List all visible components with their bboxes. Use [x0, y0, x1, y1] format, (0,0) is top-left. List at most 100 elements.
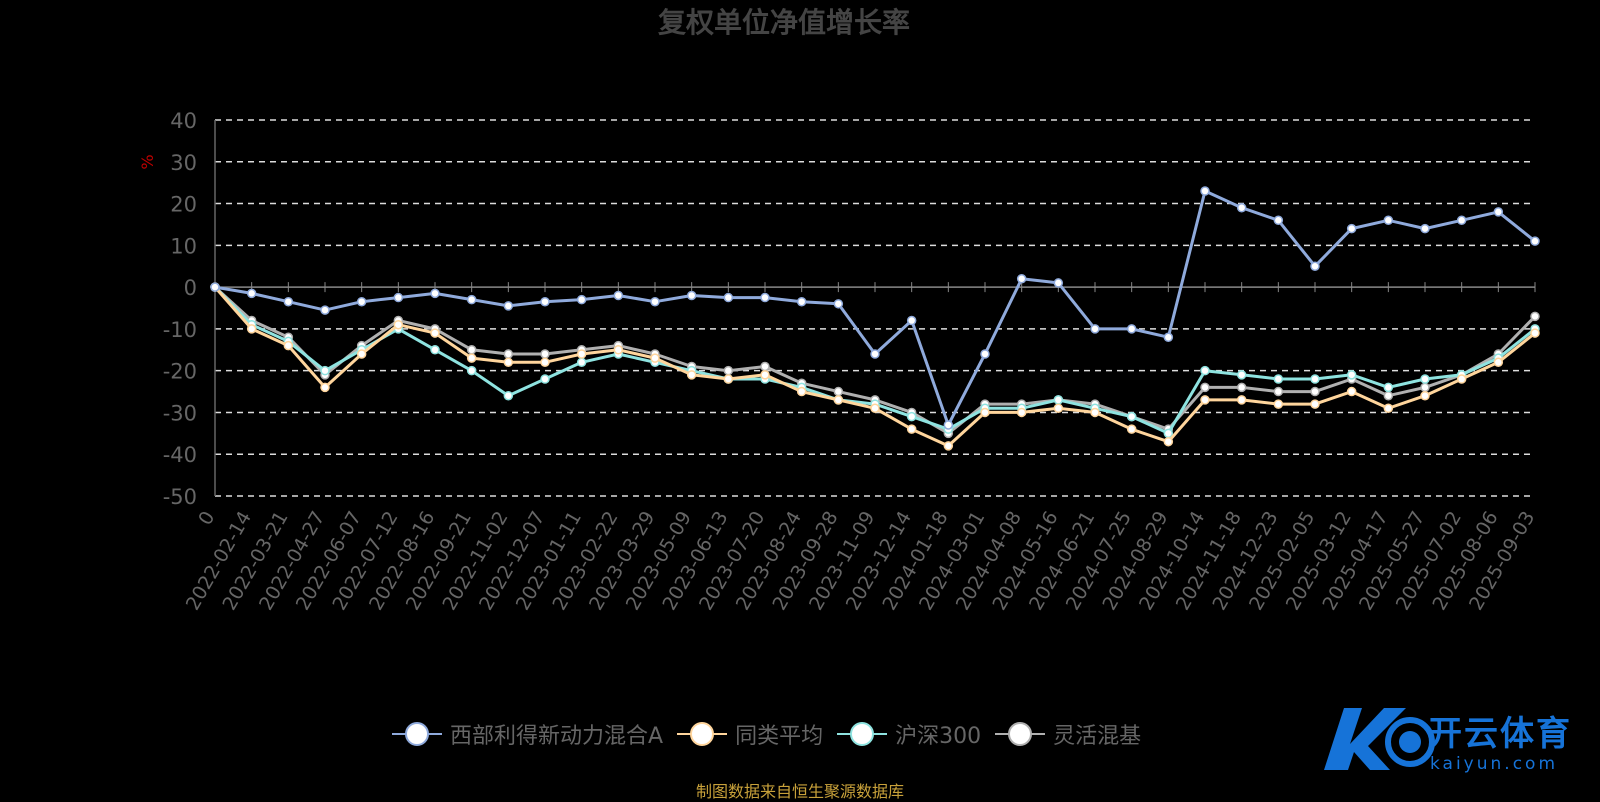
legend-item-fund[interactable]: 西部利得新动力混合A — [392, 718, 663, 750]
data-point — [833, 395, 844, 405]
y-tick-label: -40 — [163, 443, 197, 467]
data-point — [283, 340, 294, 351]
y-tick-label: 0 — [184, 276, 197, 300]
source-note: 制图数据来自恒生聚源数据库 — [695, 782, 904, 801]
x-axis: 02022-02-142022-03-212022-04-272022-06-0… — [182, 120, 1539, 614]
legend-item-flexible-mixed[interactable]: 灵活混基 — [995, 718, 1141, 750]
data-point — [870, 403, 880, 414]
data-point — [503, 349, 514, 359]
data-point — [576, 357, 587, 368]
data-point — [1163, 428, 1174, 439]
data-point — [1200, 395, 1210, 405]
data-point — [686, 290, 697, 301]
x-tick-label: 0 — [194, 508, 219, 529]
y-tick-label: 20 — [170, 193, 197, 217]
data-point — [1530, 236, 1540, 246]
data-point — [430, 345, 440, 355]
data-point — [576, 349, 587, 359]
legend-item-peer-average[interactable]: 同类平均 — [677, 718, 823, 750]
data-point — [1493, 207, 1504, 217]
data-point — [320, 305, 330, 315]
data-point — [1310, 374, 1320, 384]
data-point — [943, 420, 954, 430]
data-point — [1493, 357, 1504, 368]
data-point — [320, 382, 330, 393]
y-tick-label: -20 — [163, 360, 197, 384]
grid-lines — [215, 119, 1535, 497]
data-point — [760, 370, 770, 380]
data-point — [1346, 223, 1357, 234]
legend-label: 同类平均 — [735, 724, 824, 749]
data-point — [430, 288, 440, 299]
legend-label: 西部利得新动力混合A — [450, 724, 664, 749]
legend-marker-icon — [837, 721, 888, 747]
data-point — [503, 357, 514, 368]
data-point — [1126, 324, 1137, 334]
data-point — [613, 345, 624, 355]
legend-marker-icon — [392, 721, 442, 747]
data-point — [1273, 215, 1284, 226]
data-point — [1053, 403, 1064, 414]
data-point — [833, 386, 844, 397]
data-point — [1420, 223, 1430, 234]
data-point — [1273, 374, 1284, 384]
data-point — [503, 390, 514, 401]
data-point — [1090, 407, 1100, 418]
legend-label: 沪深300 — [895, 724, 982, 749]
y-tick-label: 40 — [170, 109, 197, 133]
data-point — [1530, 311, 1540, 322]
data-point — [1053, 395, 1064, 405]
data-point — [1420, 390, 1430, 401]
data-point — [650, 353, 660, 363]
data-point — [540, 349, 550, 359]
data-point — [1126, 411, 1137, 422]
y-tick-label: -50 — [163, 485, 197, 509]
data-point — [1346, 370, 1357, 380]
data-point — [1053, 278, 1064, 288]
data-point — [356, 349, 367, 359]
data-point — [870, 349, 880, 359]
data-point — [1236, 370, 1247, 380]
legend-item-csi300[interactable]: 沪深300 — [837, 718, 981, 750]
data-point — [906, 411, 917, 422]
data-point — [723, 374, 734, 384]
data-point — [760, 361, 770, 372]
data-point — [650, 296, 660, 307]
data-point — [1236, 395, 1247, 405]
data-point — [1310, 261, 1320, 271]
logo-subtext: kaiyun.com — [1430, 754, 1559, 774]
y-axis-label: % — [138, 154, 157, 169]
data-point — [796, 296, 807, 307]
data-point — [906, 315, 917, 326]
data-point — [723, 365, 734, 376]
data-point — [1420, 374, 1430, 384]
chart-title: 复权单位净值增长率 — [658, 6, 910, 39]
data-point — [833, 299, 844, 309]
y-tick-label: 30 — [170, 151, 197, 175]
data-point — [1310, 399, 1320, 409]
data-point — [1126, 424, 1137, 434]
legend-marker-icon — [677, 721, 728, 747]
data-point — [1383, 403, 1394, 414]
data-point — [466, 345, 477, 355]
y-tick-label: -10 — [163, 318, 197, 342]
data-point — [466, 365, 477, 376]
data-point — [1383, 215, 1394, 226]
data-point — [943, 441, 954, 451]
data-point — [466, 294, 477, 305]
data-point — [1236, 202, 1247, 213]
series-line — [214, 189, 1536, 427]
data-point — [760, 292, 770, 303]
y-axis-ticks: 40 30 20 10 0 -10 -20 -30 -40 -50 — [163, 109, 197, 509]
line-chart: 复权单位净值增长率 % 40 30 20 10 0 -10 -20 -30 -40 -50 020… — [138, 6, 1540, 614]
data-point — [210, 282, 220, 292]
data-point — [576, 294, 587, 305]
data-point — [430, 328, 440, 338]
legend: 西部利得新动力混合A 同类平均 沪深300 灵活混基 — [392, 718, 1141, 750]
data-point — [1310, 386, 1320, 397]
data-point — [1456, 215, 1467, 226]
y-tick-label: -30 — [163, 401, 197, 425]
data-point — [540, 296, 550, 307]
data-point — [1273, 399, 1284, 409]
data-point — [466, 353, 477, 363]
